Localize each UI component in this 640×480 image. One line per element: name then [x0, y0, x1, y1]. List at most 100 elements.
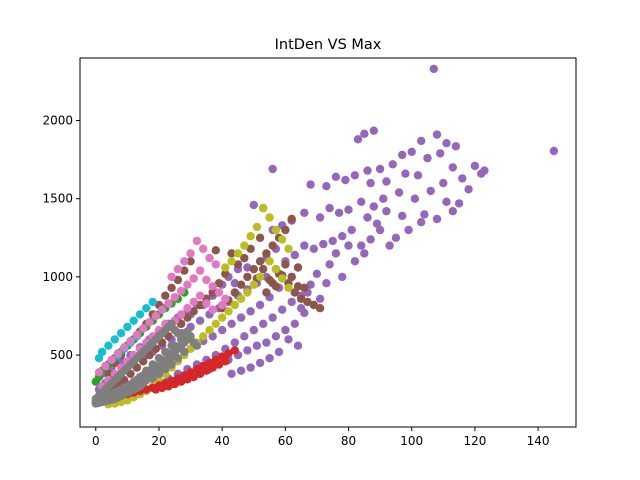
data-point	[470, 161, 480, 171]
ticks-layer: 0 20 40 60 80 100 120 140 500 1000 1500 2000	[42, 114, 549, 448]
data-point	[464, 185, 473, 194]
data-point	[230, 346, 239, 355]
data-point	[142, 385, 151, 394]
data-point	[246, 363, 255, 372]
data-point	[145, 366, 154, 375]
data-point	[350, 257, 360, 266]
data-point	[139, 324, 148, 333]
data-point	[167, 360, 176, 369]
data-point	[255, 300, 265, 310]
data-point	[208, 332, 217, 341]
x-tick-label: 0	[92, 434, 100, 448]
data-point	[312, 269, 322, 278]
data-point	[195, 266, 205, 275]
data-point	[451, 142, 461, 151]
data-point	[145, 318, 154, 327]
data-point	[94, 368, 104, 377]
data-point	[164, 332, 173, 341]
data-point	[189, 274, 198, 283]
data-point	[240, 241, 249, 250]
data-point	[170, 341, 179, 350]
data-point	[202, 275, 211, 285]
data-point	[157, 383, 167, 393]
data-point	[331, 249, 341, 258]
data-point	[407, 147, 416, 156]
data-point	[167, 272, 176, 282]
data-point	[268, 279, 277, 288]
data-point	[246, 244, 255, 253]
data-point	[167, 319, 176, 328]
data-point	[398, 150, 407, 160]
data-point	[293, 341, 303, 350]
data-point	[442, 139, 451, 148]
data-point	[259, 319, 268, 328]
data-point	[176, 335, 186, 344]
data-point	[439, 178, 448, 188]
chart-title: IntDen VS Max	[275, 37, 382, 53]
data-point	[287, 297, 296, 307]
data-point	[132, 375, 142, 385]
data-point	[151, 311, 160, 321]
data-point	[360, 129, 369, 138]
data-point	[315, 213, 325, 222]
data-point	[221, 263, 230, 272]
data-point	[120, 375, 129, 385]
data-point	[110, 335, 120, 344]
x-tick-label: 80	[341, 434, 356, 448]
data-point	[192, 236, 202, 246]
data-point	[183, 313, 192, 322]
data-point	[227, 369, 236, 378]
data-point	[309, 300, 318, 310]
data-point	[101, 361, 110, 371]
x-tick-label: 60	[278, 434, 293, 448]
data-point	[448, 163, 457, 172]
data-point	[214, 288, 224, 297]
data-point	[281, 260, 290, 269]
data-point	[255, 257, 265, 266]
data-point	[388, 160, 397, 169]
data-point	[139, 371, 148, 380]
data-point	[287, 272, 296, 282]
data-point	[116, 357, 126, 366]
data-point	[436, 149, 445, 158]
data-point	[154, 369, 164, 378]
data-point	[97, 347, 107, 357]
y-tick-label: 1000	[42, 270, 73, 284]
data-point	[255, 358, 265, 368]
series-7	[91, 319, 202, 408]
data-point	[195, 316, 205, 325]
data-point	[243, 263, 252, 272]
points-layer	[91, 64, 559, 409]
data-point	[120, 383, 129, 393]
data-point	[151, 361, 160, 371]
data-point	[195, 300, 205, 310]
data-point	[107, 355, 116, 364]
data-point	[208, 305, 217, 314]
data-point	[145, 350, 154, 360]
data-point	[271, 264, 281, 274]
data-point	[372, 219, 382, 228]
data-point	[167, 283, 176, 292]
data-point	[344, 205, 353, 214]
data-point	[211, 260, 220, 269]
data-point	[420, 210, 429, 219]
data-point	[344, 241, 353, 250]
data-point	[221, 269, 230, 278]
data-point	[211, 319, 220, 328]
data-point	[221, 357, 230, 366]
data-point	[268, 241, 277, 250]
data-point	[265, 213, 274, 222]
data-point	[224, 307, 233, 316]
data-point	[227, 257, 236, 266]
data-point	[385, 241, 394, 250]
data-point	[363, 166, 372, 175]
data-point	[278, 305, 287, 314]
data-point	[227, 249, 236, 258]
data-point	[218, 313, 227, 322]
data-point	[262, 249, 271, 258]
data-point	[549, 146, 559, 156]
data-point	[221, 294, 230, 303]
data-point	[375, 225, 385, 235]
data-point	[123, 322, 132, 332]
data-point	[230, 300, 239, 310]
